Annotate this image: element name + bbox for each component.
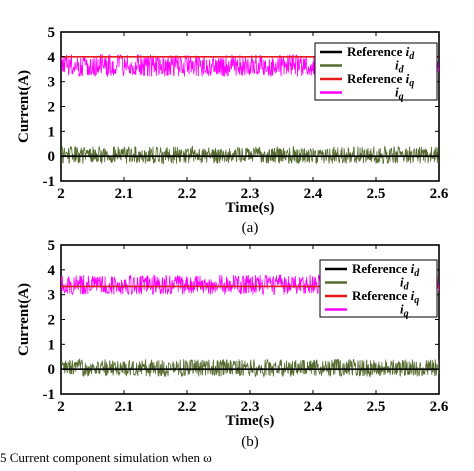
figure-caption: 5 Current component simulation when ω xyxy=(0,450,212,465)
chart-panel-a: 2 2.1 2.2 2.3 2.4 2.5 2.6 -1 0 1 2 3 4 5 Time(s) Curren… xyxy=(16,25,449,236)
legend-entry: Reference id xyxy=(347,44,415,62)
x-tick-label: 2 xyxy=(57,186,65,202)
legend-entry: iq xyxy=(395,85,404,103)
x-tick-label: 2.6 xyxy=(430,186,449,202)
y-tick-label: 2 xyxy=(48,100,56,116)
y-tick-label: 4 xyxy=(48,50,56,66)
y-tick-label: 2 xyxy=(48,313,56,329)
x-tick-label: 2.1 xyxy=(115,399,134,415)
panel-label: (a) xyxy=(242,220,259,236)
y-tick-label: -1 xyxy=(43,174,56,190)
y-tick-label: 3 xyxy=(48,288,56,304)
legend-entry: iq xyxy=(400,302,409,320)
y-tick-label: 1 xyxy=(48,124,56,140)
x-axis-label: Time(s) xyxy=(226,200,275,216)
y-tick-label: 3 xyxy=(48,75,56,91)
x-tick-label: 2.1 xyxy=(115,186,134,202)
y-axis-label: Current(A) xyxy=(16,283,32,356)
legend-entry: Reference id xyxy=(352,261,420,279)
x-tick-label: 2.3 xyxy=(241,399,260,415)
x-tick-label: 2.5 xyxy=(367,399,386,415)
x-axis-label: Time(s) xyxy=(226,413,275,429)
y-tick-label: -1 xyxy=(43,387,56,403)
legend-entry: Reference iq xyxy=(352,288,419,306)
y-tick-label: 5 xyxy=(48,238,56,254)
chart-panel-b: 2 2.1 2.2 2.3 2.4 2.5 2.6 -1 0 1 2 3 4 5 Time(s) Curren… xyxy=(16,238,449,450)
panel-label: (b) xyxy=(241,434,259,450)
x-tick-label: 2.4 xyxy=(304,186,323,202)
y-axis-label: Current(A) xyxy=(16,70,32,143)
x-tick-label: 2 xyxy=(57,399,65,415)
x-tick-label: 2.5 xyxy=(367,186,386,202)
series-line-i-d xyxy=(61,145,439,165)
legend-entry: Reference iq xyxy=(347,71,414,89)
y-tick-label: 5 xyxy=(48,25,56,41)
y-tick-label: 0 xyxy=(48,362,56,378)
x-tick-label: 2.4 xyxy=(304,399,323,415)
x-tick-label: 2.6 xyxy=(430,399,449,415)
x-tick-label: 2.2 xyxy=(178,399,197,415)
y-tick-label: 1 xyxy=(48,337,56,353)
x-tick-label: 2.3 xyxy=(241,186,260,202)
x-tick-label: 2.2 xyxy=(178,186,197,202)
legend-entry: id xyxy=(395,58,405,76)
y-tick-label: 0 xyxy=(48,149,56,165)
y-tick-label: 4 xyxy=(48,263,56,279)
legend-entry: id xyxy=(400,275,410,293)
